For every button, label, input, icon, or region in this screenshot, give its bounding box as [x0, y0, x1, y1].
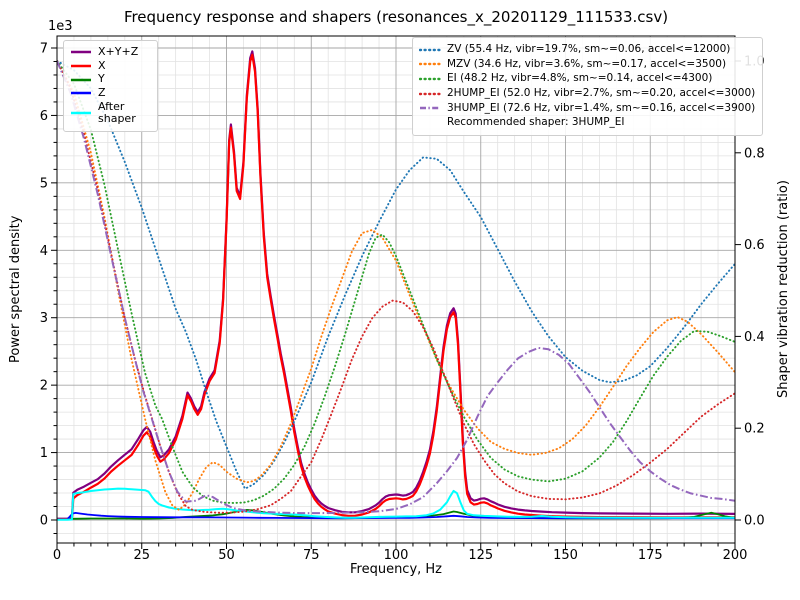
legend-label: ZV (55.4 Hz, vibr=19.7%, sm~=0.06, accel…	[447, 43, 731, 55]
legend-row: Z	[70, 85, 150, 100]
solid-line-sample-icon	[70, 47, 92, 57]
x-tick-label: 150	[553, 548, 578, 563]
y-left-tick-label: 0	[40, 514, 48, 529]
series-z	[57, 512, 735, 521]
y-right-tick-label: 0.8	[744, 146, 765, 161]
y-right-tick-label: 0.4	[744, 330, 765, 345]
legend-label: MZV (34.6 Hz, vibr=3.6%, sm~=0.17, accel…	[447, 57, 727, 70]
legend-label: Y	[98, 72, 105, 86]
y-right-tick-label: 0.6	[744, 238, 765, 253]
x-tick-label: 175	[638, 548, 663, 563]
y-axis-left-label: Power spectral density	[8, 215, 23, 364]
y-axis-offset-label: 1e3	[48, 19, 73, 34]
y-right-tick-label: 0.0	[744, 514, 765, 529]
series-2hump-ei	[57, 60, 735, 514]
legend-row: 3HUMP_EI (72.6 Hz, vibr=1.4%, sm~=0.16, …	[419, 102, 755, 116]
x-tick-label: 125	[468, 548, 493, 563]
y-left-tick-label: 2	[40, 379, 48, 394]
x-axis-label: Frequency, Hz	[349, 562, 443, 577]
tick-marks	[51, 47, 741, 549]
legend-row: After shaper	[70, 99, 150, 126]
dotted-line-sample-icon	[419, 45, 441, 55]
dashdot-line-sample-icon	[419, 103, 441, 113]
y-axis-right-label: Shaper vibration reduction (ratio)	[776, 180, 791, 399]
legend-row: Recommended shaper: 3HUMP_EI	[419, 116, 755, 130]
x-tick-label: 50	[218, 548, 235, 563]
x-tick-label: 25	[133, 548, 150, 563]
y-right-tick-label: 0.2	[744, 422, 765, 437]
legend-label: Z	[98, 85, 106, 99]
series-ei	[57, 60, 735, 504]
y-left-tick-label: 5	[40, 176, 48, 191]
solid-line-sample-icon	[70, 88, 92, 98]
legend-row: Y	[70, 73, 150, 86]
solid-line-sample-icon	[70, 75, 92, 85]
legend-psd: X+Y+Z X Y Z After shaper	[63, 40, 158, 132]
legend-label: After shaper	[98, 99, 136, 126]
solid-line-sample-icon	[70, 61, 92, 71]
legend-label: 2HUMP_EI (52.0 Hz, vibr=2.7%, sm~=0.20, …	[447, 86, 756, 99]
series-mzv	[57, 60, 735, 511]
series-x	[57, 53, 735, 521]
legend-label: 3HUMP_EI (72.6 Hz, vibr=1.4%, sm~=0.16, …	[447, 101, 756, 114]
legend-row: ZV (55.4 Hz, vibr=19.7%, sm~=0.06, accel…	[419, 43, 755, 57]
y-left-tick-label: 7	[40, 42, 48, 57]
series-3hump-ei	[57, 60, 735, 515]
legend-label: X	[98, 58, 106, 72]
chart-title: Frequency response and shapers (resonanc…	[123, 8, 669, 26]
legend-row: X+Y+Z	[70, 45, 150, 59]
y-left-tick-label: 3	[40, 311, 48, 326]
dotted-line-sample-icon	[419, 89, 441, 99]
legend-row: EI (48.2 Hz, vibr=4.8%, sm~=0.14, accel<…	[419, 72, 755, 86]
legend-row: X	[70, 58, 150, 73]
y-left-tick-label: 4	[40, 244, 48, 259]
legend-row: MZV (34.6 Hz, vibr=3.6%, sm~=0.17, accel…	[419, 58, 755, 72]
curves	[57, 50, 735, 521]
legend-shapers: ZV (55.4 Hz, vibr=19.7%, sm~=0.06, accel…	[412, 37, 764, 136]
legend-row: 2HUMP_EI (52.0 Hz, vibr=2.7%, sm~=0.20, …	[419, 87, 755, 101]
y-left-tick-label: 1	[40, 446, 48, 461]
series-x-y-z	[57, 50, 735, 520]
y-left-tick-label: 6	[40, 109, 48, 124]
solid-line-sample-icon	[70, 108, 92, 118]
dotted-line-sample-icon	[419, 74, 441, 84]
legend-label: Recommended shaper: 3HUMP_EI	[447, 116, 625, 129]
dotted-line-sample-icon	[419, 59, 441, 69]
legend-label: EI (48.2 Hz, vibr=4.8%, sm~=0.14, accel<…	[447, 72, 713, 85]
series-after-shaper	[57, 487, 735, 521]
series-zv	[57, 60, 735, 490]
x-tick-label: 100	[384, 548, 409, 563]
x-tick-label: 75	[303, 548, 320, 563]
legend-label: X+Y+Z	[98, 45, 139, 58]
x-tick-label: 200	[723, 548, 748, 563]
x-tick-label: 0	[53, 548, 61, 563]
